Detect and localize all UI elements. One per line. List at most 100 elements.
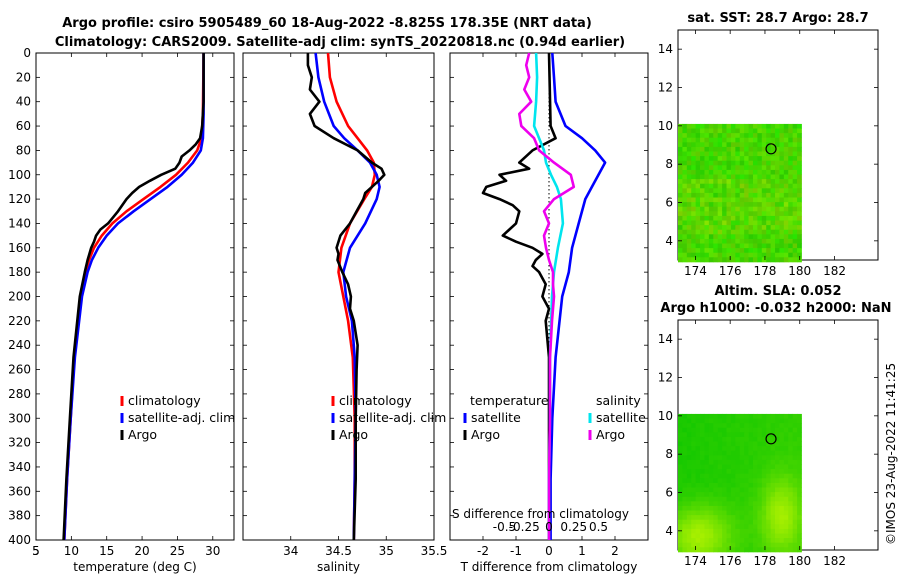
heatmap-cell (686, 510, 692, 516)
heatmap-cell (779, 423, 785, 429)
heatmap-cell (726, 464, 732, 470)
heatmap-cell (797, 174, 802, 180)
heatmap-cell (788, 450, 794, 456)
heatmap-cell (775, 423, 780, 429)
heatmap-cell (695, 183, 701, 189)
heatmap-cell (779, 505, 785, 511)
heatmap-cell (726, 160, 732, 166)
heatmap-cell (708, 243, 714, 249)
heatmap-cell (744, 234, 749, 240)
heatmap-cell (748, 413, 754, 419)
heatmap-cell (730, 211, 736, 217)
heatmap-cell (704, 464, 710, 470)
heatmap-cell (717, 487, 723, 493)
heatmap-cell (792, 225, 798, 231)
heatmap-cell (779, 455, 785, 461)
heatmap-cell (788, 547, 794, 553)
heatmap-cell (748, 234, 754, 240)
heatmap-cell (757, 473, 763, 479)
heatmap-cell (739, 441, 745, 447)
heatmap-cell (726, 450, 732, 456)
heatmap-cell (792, 492, 798, 498)
x-tick-label: -1 (510, 544, 522, 558)
heatmap-cell (735, 427, 741, 433)
heatmap-cell (739, 469, 745, 475)
heatmap-cell (797, 123, 802, 129)
heatmap-cell (678, 446, 683, 452)
heatmap-cell (770, 137, 776, 143)
heatmap-cell (713, 496, 719, 502)
heatmap-cell (770, 229, 776, 235)
heatmap-cell (682, 179, 688, 185)
heatmap-cell (700, 413, 705, 419)
heatmap-cell (761, 252, 767, 258)
heatmap-cell (757, 524, 763, 530)
heatmap-cell (739, 151, 745, 157)
heatmap-cell (748, 133, 754, 139)
x-tick-label: 178 (754, 554, 777, 568)
heatmap-cell (678, 464, 683, 470)
heatmap-cell (722, 137, 727, 143)
heatmap-cell (797, 538, 802, 544)
heatmap-cell (713, 206, 719, 212)
heatmap-cell (713, 133, 719, 139)
heatmap-cell (783, 505, 789, 511)
heatmap-cell (704, 156, 710, 162)
heatmap-cell (678, 225, 683, 231)
heatmap-cell (761, 248, 767, 254)
heatmap-cell (739, 492, 745, 498)
x-tick-label: 2 (611, 544, 619, 558)
y-tick-label: 280 (8, 387, 31, 401)
heatmap-cell (788, 528, 794, 534)
heatmap-cell (708, 482, 714, 488)
heatmap-cell (792, 538, 798, 544)
heatmap-cell (744, 146, 749, 152)
heatmap-cell (783, 151, 789, 157)
heatmap-cell (775, 538, 780, 544)
heatmap-cell (700, 538, 705, 544)
heatmap-cell (779, 515, 785, 521)
heatmap-cell (691, 156, 697, 162)
heatmap-cell (792, 501, 798, 507)
heatmap-cell (792, 519, 798, 525)
heatmap-cell (730, 197, 736, 203)
heatmap-cell (682, 243, 688, 249)
heatmap-cell (735, 156, 741, 162)
heatmap-cell (792, 169, 798, 175)
heatmap-cell (748, 211, 754, 217)
heatmap-cell (770, 542, 776, 548)
heatmap-cell (779, 128, 785, 134)
heatmap-cell (788, 238, 794, 244)
heatmap-cell (792, 473, 798, 479)
heatmap-cell (691, 515, 697, 521)
heatmap-cell (726, 225, 732, 231)
heatmap-cell (797, 413, 802, 419)
heatmap-cell (726, 156, 732, 162)
heatmap-cell (744, 538, 749, 544)
heatmap-cell (744, 482, 749, 488)
heatmap-cell (713, 243, 719, 249)
heatmap-cell (770, 501, 776, 507)
heatmap-cell (700, 133, 705, 139)
heatmap-cell (682, 413, 688, 419)
heatmap-cell (744, 427, 749, 433)
heatmap-cell (788, 519, 794, 525)
heatmap-cell (752, 192, 758, 198)
heatmap-cell (775, 174, 780, 180)
heatmap-cell (783, 528, 789, 534)
heatmap-cell (792, 510, 798, 516)
heatmap-cell (779, 234, 785, 240)
x-tick-label: 182 (823, 554, 846, 568)
heatmap-cell (735, 478, 741, 484)
heatmap-cell (792, 542, 798, 548)
heatmap-cell (713, 510, 719, 516)
heatmap-cell (766, 137, 772, 143)
heatmap-cell (748, 169, 754, 175)
heatmap-cell (797, 528, 802, 534)
heatmap-cell (682, 441, 688, 447)
heatmap-cell (748, 459, 754, 465)
heatmap-cell (730, 533, 736, 539)
heatmap-cell (797, 215, 802, 221)
heatmap-cell (752, 538, 758, 544)
heatmap-cell (678, 192, 683, 198)
